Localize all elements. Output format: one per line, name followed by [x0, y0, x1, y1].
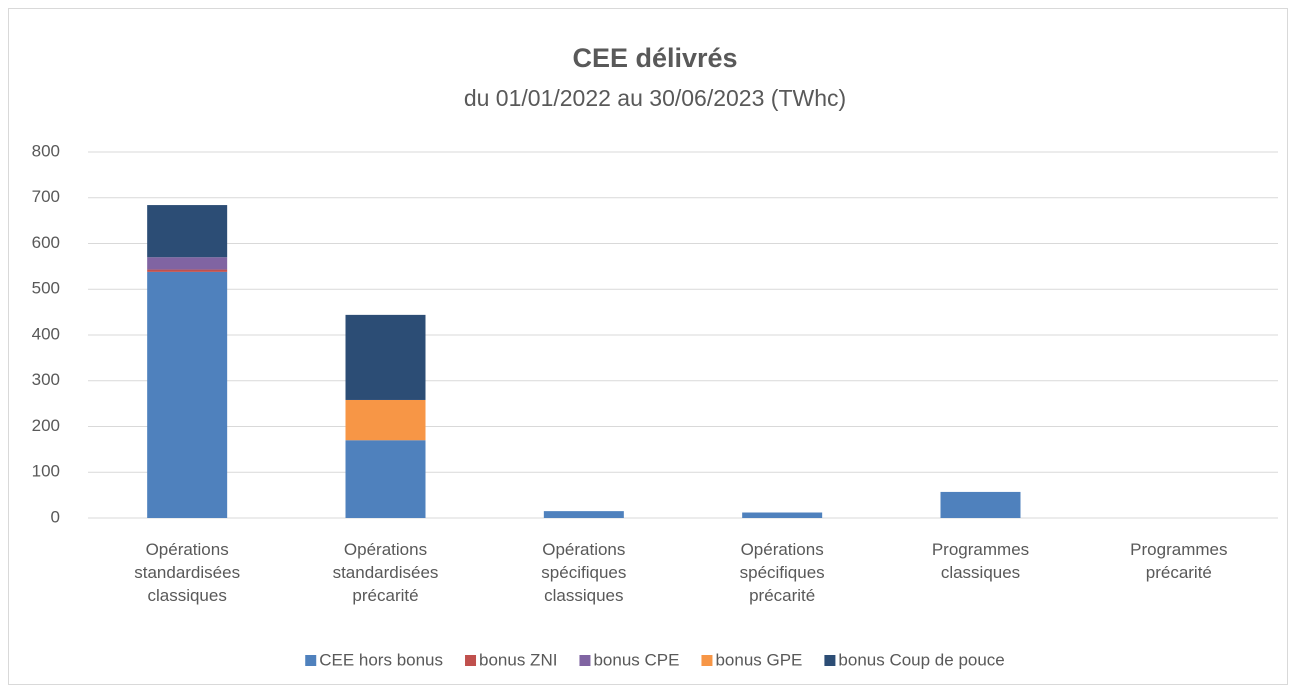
legend-label: CEE hors bonus [319, 650, 443, 669]
x-tick-label: Programmes précarité [1130, 540, 1228, 582]
x-tick-label: Programmes classiques [931, 540, 1030, 582]
bar-segment [147, 269, 228, 272]
x-tick-label: Opérations spécifiques précarité [739, 540, 825, 605]
legend-label: bonus CPE [593, 650, 679, 669]
y-tick-label: 700 [32, 187, 60, 206]
bar-segment [345, 440, 426, 518]
legend-swatch [305, 655, 317, 666]
x-tick-label: Opérations standardisées classiques [134, 540, 241, 605]
chart-subtitle: du 01/01/2022 au 30/06/2023 (TWhc) [464, 85, 846, 111]
legend-swatch [701, 655, 713, 666]
bar-segment [345, 399, 426, 441]
bar-segment [543, 511, 624, 518]
legend-label: bonus ZNI [479, 650, 557, 669]
x-tick-label: Opérations spécifiques classiques [541, 540, 627, 605]
bar-segment [147, 271, 228, 518]
y-tick-label: 300 [32, 370, 60, 389]
bar-segment [147, 205, 228, 258]
legend-swatch [465, 655, 477, 666]
y-tick-label: 800 [32, 141, 60, 160]
x-tick-label: Opérations standardisées précarité [332, 540, 439, 605]
legend-label: bonus GPE [715, 650, 802, 669]
y-tick-label: 0 [51, 507, 60, 526]
y-tick-label: 500 [32, 279, 60, 298]
bar-segment [940, 491, 1021, 518]
legend-swatch [824, 655, 836, 666]
y-tick-label: 400 [32, 324, 60, 343]
bar-segment [345, 314, 426, 400]
legend-swatch [579, 655, 591, 666]
bar-segment [147, 257, 228, 270]
y-tick-label: 100 [32, 462, 60, 481]
chart-title: CEE délivrés [572, 43, 737, 73]
y-tick-label: 200 [32, 416, 60, 435]
y-tick-label: 600 [32, 233, 60, 252]
legend-label: bonus Coup de pouce [838, 650, 1004, 669]
bar-segment [742, 512, 823, 518]
